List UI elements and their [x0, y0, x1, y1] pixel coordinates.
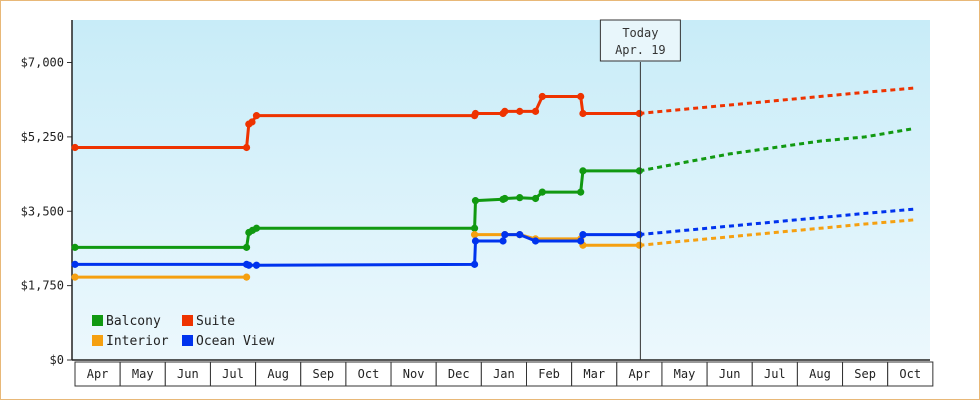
month-cell [209, 361, 257, 387]
x-tick-label: May [132, 367, 154, 381]
x-tick-label: Jun [177, 367, 199, 381]
x-tick-label: Sep [854, 367, 876, 381]
today-callout [599, 19, 681, 62]
x-tick-label: Jan [493, 367, 515, 381]
forecast-line-ocean-view [639, 207, 915, 237]
data-point-suite[interactable] [516, 107, 524, 115]
x-tick-label: Dec [448, 367, 470, 381]
month-cell [526, 361, 573, 387]
legend-swatch-suite [182, 315, 193, 326]
x-tick-label: Nov [403, 367, 425, 381]
forecast-line-suite [639, 86, 915, 115]
y-tick-label: $5,250 [21, 130, 64, 144]
data-point-interior[interactable] [635, 241, 643, 249]
x-tick-label: Oct [899, 367, 921, 381]
data-point-balcony[interactable] [252, 224, 261, 232]
data-point-balcony[interactable] [242, 243, 251, 251]
x-tick-label: Jul [222, 367, 244, 381]
forecast-line-balcony [639, 126, 916, 173]
data-point-balcony[interactable] [471, 197, 480, 205]
data-point-ocean-view[interactable] [499, 237, 507, 245]
x-tick-label: Feb [538, 367, 560, 381]
data-point-balcony[interactable] [538, 188, 546, 196]
x-tick-label: Apr [629, 367, 651, 381]
x-tick-label: Jul [764, 367, 786, 381]
legend-label-interior: Interior [106, 334, 169, 349]
month-cell [390, 361, 437, 387]
y-tick-label: $0 [50, 353, 64, 367]
x-tick-label: Jun [719, 367, 741, 381]
data-point-interior[interactable] [71, 273, 79, 281]
legend-swatch-balcony [92, 315, 103, 326]
data-point-ocean-view[interactable] [471, 237, 480, 245]
data-point-suite[interactable] [531, 107, 540, 115]
data-point-suite[interactable] [501, 107, 509, 115]
month-cell [435, 361, 482, 387]
data-point-interior[interactable] [470, 231, 479, 239]
legend-swatch-interior [92, 335, 103, 346]
y-tick-label: $7,000 [21, 56, 64, 70]
month-cell [164, 361, 211, 387]
data-point-ocean-view[interactable] [245, 261, 253, 269]
month-cell [300, 361, 347, 387]
month-cell [571, 361, 618, 387]
x-tick-label: Mar [583, 367, 605, 381]
data-point-balcony[interactable] [470, 224, 479, 232]
data-point-suite[interactable] [471, 109, 480, 118]
today-date: Apr. 19 [615, 43, 666, 57]
month-cell [796, 361, 844, 387]
legend-swatch-ocean-view [182, 335, 193, 346]
data-point-ocean-view[interactable] [531, 237, 540, 245]
legend-label-suite: Suite [196, 314, 235, 329]
x-tick-label: Sep [312, 367, 334, 381]
month-cell [751, 361, 798, 387]
data-point-suite[interactable] [71, 143, 79, 152]
data-point-suite[interactable] [635, 109, 643, 118]
data-point-balcony[interactable] [577, 188, 585, 196]
x-tick-label: May [674, 367, 696, 381]
data-point-suite[interactable] [577, 92, 585, 101]
data-point-balcony[interactable] [531, 194, 540, 203]
series-ocean-view [71, 207, 915, 269]
month-cell [616, 361, 663, 387]
x-tick-label: Aug [267, 367, 289, 381]
data-point-ocean-view[interactable] [516, 231, 524, 239]
x-tick-label: Aug [809, 367, 831, 381]
today-label: Today [622, 26, 658, 40]
data-point-ocean-view[interactable] [71, 260, 79, 268]
data-point-interior[interactable] [242, 273, 251, 281]
data-point-suite[interactable] [252, 112, 261, 120]
legend-label-balcony: Balcony [106, 314, 161, 329]
data-point-suite[interactable] [242, 143, 251, 152]
x-tick-label: Apr [87, 367, 109, 381]
legend-label-ocean-view: Ocean View [196, 334, 274, 349]
forecast-line-interior [639, 218, 915, 247]
data-point-ocean-view[interactable] [577, 237, 585, 245]
data-point-balcony[interactable] [579, 167, 587, 175]
data-point-suite[interactable] [538, 92, 546, 101]
series-suite [71, 86, 915, 152]
data-point-ocean-view[interactable] [470, 260, 479, 268]
month-cell [480, 361, 528, 387]
month-cell [887, 361, 934, 387]
data-point-balcony[interactable] [501, 194, 509, 203]
data-point-balcony[interactable] [516, 194, 524, 202]
series-balcony [71, 126, 916, 251]
plot-area [72, 20, 930, 360]
month-cell [255, 361, 302, 387]
x-tick-label: Oct [358, 367, 380, 381]
data-point-suite[interactable] [579, 109, 587, 118]
month-cell [345, 361, 392, 387]
data-point-ocean-view[interactable] [501, 231, 509, 239]
data-point-suite[interactable] [248, 118, 256, 126]
data-point-balcony[interactable] [71, 243, 79, 251]
legend: Balcony Suite Interior Ocean View [92, 314, 274, 349]
data-point-ocean-view[interactable] [252, 261, 261, 269]
data-point-ocean-view[interactable] [635, 231, 643, 239]
y-tick-label: $1,750 [21, 279, 64, 293]
y-tick-label: $3,500 [21, 204, 64, 218]
data-point-ocean-view[interactable] [579, 231, 587, 239]
